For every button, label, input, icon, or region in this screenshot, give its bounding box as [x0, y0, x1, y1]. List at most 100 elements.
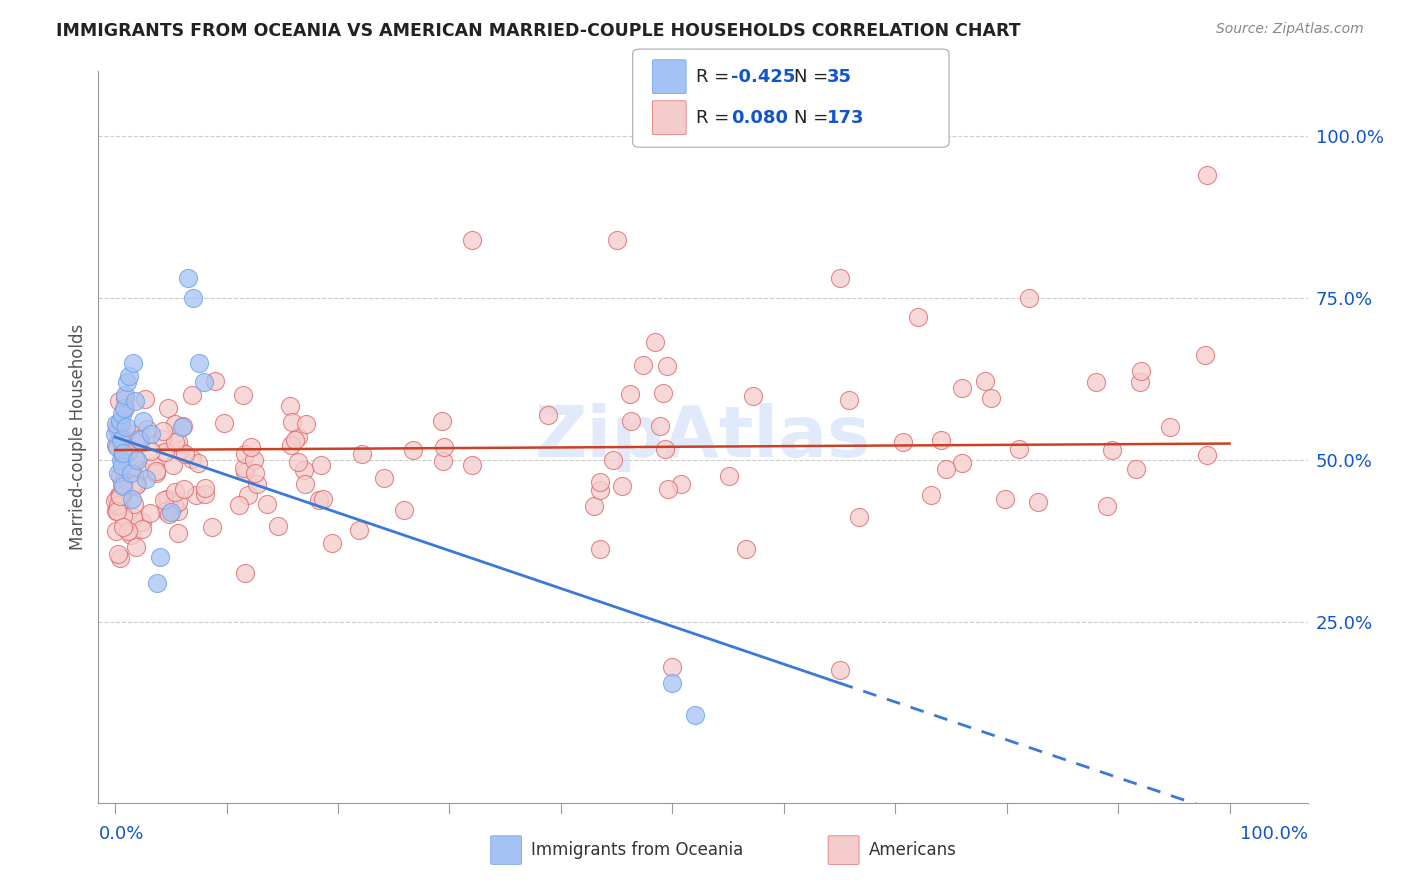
Point	[146, 575, 169, 590]
Point	[180, 388, 202, 402]
Point	[114, 401, 136, 416]
Point	[589, 483, 612, 497]
Point	[139, 444, 162, 458]
Point	[134, 392, 156, 407]
Point	[838, 393, 860, 408]
Point	[108, 414, 131, 428]
Point	[661, 660, 683, 674]
Point	[172, 419, 194, 434]
Point	[135, 472, 157, 486]
Point	[121, 491, 143, 506]
Point	[167, 503, 190, 517]
Point	[122, 356, 145, 370]
Point	[128, 434, 150, 448]
Point	[236, 488, 259, 502]
Point	[606, 233, 628, 247]
Point	[111, 446, 134, 460]
Point	[115, 420, 138, 434]
Point	[204, 374, 226, 388]
Point	[165, 434, 187, 449]
Point	[125, 477, 148, 491]
Point	[654, 442, 676, 456]
Point	[1084, 375, 1107, 389]
Text: 35: 35	[827, 68, 852, 86]
Text: 100.0%: 100.0%	[1240, 825, 1308, 843]
Point	[110, 550, 132, 565]
Point	[122, 427, 145, 442]
Point	[1008, 442, 1031, 456]
Text: Immigrants from Oceania: Immigrants from Oceania	[531, 841, 744, 859]
Point	[891, 434, 914, 449]
Point	[950, 457, 973, 471]
Point	[194, 482, 217, 496]
Point	[278, 399, 301, 413]
Point	[124, 451, 146, 466]
Point	[232, 461, 254, 475]
Text: ZipAtlas: ZipAtlas	[536, 402, 870, 472]
Point	[149, 549, 172, 564]
Point	[950, 381, 973, 395]
Point	[232, 387, 254, 401]
Text: N =: N =	[794, 68, 834, 86]
Point	[129, 435, 152, 450]
Point	[127, 432, 149, 446]
Point	[114, 388, 136, 402]
Point	[267, 518, 290, 533]
Point	[129, 433, 152, 447]
Point	[980, 391, 1002, 405]
Point	[432, 454, 454, 468]
Point	[150, 432, 173, 446]
Point	[433, 440, 456, 454]
Point	[110, 416, 132, 430]
Point	[111, 509, 134, 524]
Text: R =: R =	[696, 68, 735, 86]
Point	[392, 503, 415, 517]
Point	[156, 491, 179, 506]
Point	[111, 447, 134, 461]
Point	[644, 334, 666, 349]
Point	[735, 541, 758, 556]
Point	[1197, 448, 1219, 462]
Point	[153, 492, 176, 507]
Text: 0.0%: 0.0%	[98, 825, 143, 843]
Point	[294, 463, 316, 477]
Point	[321, 536, 343, 550]
Point	[181, 452, 204, 467]
Point	[430, 414, 453, 428]
Point	[114, 391, 136, 405]
Point	[107, 424, 129, 438]
Point	[194, 487, 217, 501]
Point	[228, 498, 250, 512]
Point	[181, 291, 204, 305]
Point	[619, 386, 641, 401]
Point	[167, 526, 190, 541]
Point	[162, 498, 184, 512]
Point	[648, 419, 671, 434]
Point	[162, 458, 184, 472]
Point	[104, 426, 127, 441]
Point	[142, 459, 165, 474]
Point	[110, 469, 132, 483]
Point	[1101, 442, 1123, 457]
Point	[105, 440, 128, 454]
Point	[129, 463, 152, 477]
Point	[186, 488, 208, 502]
Point	[165, 417, 187, 431]
Text: 173: 173	[827, 109, 865, 127]
Point	[233, 465, 256, 479]
Point	[631, 359, 654, 373]
Point	[347, 524, 370, 538]
Point	[136, 422, 159, 436]
Point	[112, 520, 135, 534]
Point	[155, 444, 177, 458]
Point	[105, 421, 128, 435]
Text: Americans: Americans	[869, 841, 956, 859]
Point	[105, 438, 128, 452]
Point	[235, 447, 257, 461]
Point	[122, 476, 145, 491]
Point	[112, 473, 135, 487]
Point	[107, 500, 129, 515]
Point	[120, 466, 142, 480]
Text: Source: ZipAtlas.com: Source: ZipAtlas.com	[1216, 22, 1364, 37]
Point	[125, 476, 148, 491]
